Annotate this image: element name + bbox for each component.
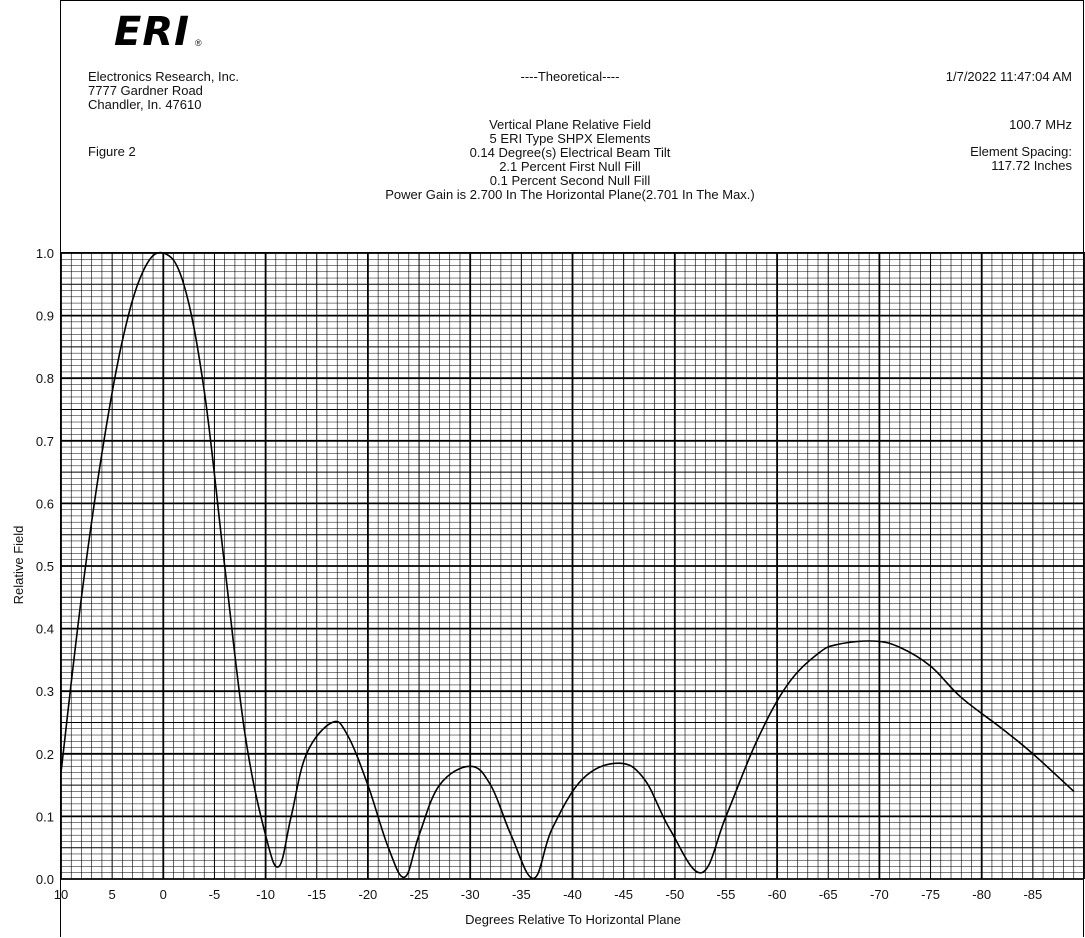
x-tick-label: -30	[461, 887, 480, 902]
company-address: 7777 Gardner Road	[88, 83, 203, 98]
x-tick-label: 5	[109, 887, 116, 902]
relative-field-curve	[60, 251, 1075, 880]
chart-title: Vertical Plane Relative Field	[489, 117, 651, 132]
y-tick-label: 0.2	[36, 747, 54, 762]
x-tick-label: -80	[972, 887, 991, 902]
x-tick-label: -85	[1023, 887, 1042, 902]
y-tick-label: 0.7	[36, 434, 54, 449]
x-tick-label: -50	[665, 887, 684, 902]
element-spacing-value: 117.72 Inches	[991, 158, 1072, 173]
x-tick-label: 10	[54, 887, 68, 902]
y-tick-label: 0.4	[36, 622, 54, 637]
y-axis-label: Relative Field	[11, 526, 26, 605]
x-tick-label: -5	[209, 887, 221, 902]
power-gain-line: Power Gain is 2.700 In The Horizontal Pl…	[385, 187, 755, 202]
registered-mark-icon: ®	[195, 38, 202, 48]
x-axis-ticks: 10 5 0 -5 -10 -15 -20 -25 -30 -35 -40 -45 -50 -55 -60 -…	[54, 887, 1042, 902]
y-tick-label: 0.1	[36, 809, 54, 824]
x-tick-label: -40	[563, 887, 582, 902]
y-axis-ticks: 0.0 0.1 0.2 0.3 0.4 0.5 0.6 0.7 0.8 0.9 1.0	[36, 246, 54, 887]
company-city: Chandler, In. 47610	[88, 97, 202, 112]
x-tick-label: -70	[870, 887, 889, 902]
y-tick-label: 0.9	[36, 309, 54, 324]
y-tick-label: 0.8	[36, 371, 54, 386]
eri-logo: ERI	[114, 9, 191, 55]
theoretical-title: ----Theoretical----	[520, 69, 620, 84]
y-tick-label: 1.0	[36, 246, 54, 261]
y-tick-label: 0.5	[36, 559, 54, 574]
x-tick-label: -45	[614, 887, 633, 902]
x-axis-label: Degrees Relative To Horizontal Plane	[465, 912, 681, 927]
element-spacing-label: Element Spacing:	[970, 144, 1072, 159]
x-tick-label: 0	[160, 887, 167, 902]
company-name: Electronics Research, Inc.	[88, 69, 240, 84]
x-tick-label: -35	[512, 887, 531, 902]
figure-label: Figure 2	[88, 144, 136, 159]
frequency: 100.7 MHz	[1009, 117, 1072, 132]
beam-tilt-line: 0.14 Degree(s) Electrical Beam Tilt	[469, 145, 671, 160]
major-grid	[60, 252, 1085, 880]
x-tick-label: -25	[410, 887, 429, 902]
x-tick-label: -15	[307, 887, 326, 902]
x-tick-label: -20	[359, 887, 378, 902]
x-tick-label: -55	[717, 887, 736, 902]
x-tick-label: -65	[819, 887, 838, 902]
x-tick-label: -10	[256, 887, 275, 902]
second-null-fill-line: 0.1 Percent Second Null Fill	[489, 173, 651, 188]
x-tick-label: -60	[768, 887, 787, 902]
y-tick-label: 0.3	[36, 684, 54, 699]
x-tick-label: -75	[921, 887, 940, 902]
first-null-fill-line: 2.1 Percent First Null Fill	[499, 159, 641, 174]
timestamp: 1/7/2022 11:47:04 AM	[945, 69, 1072, 84]
y-tick-label: 0.0	[36, 872, 54, 887]
y-tick-label: 0.6	[36, 496, 54, 511]
elements-line: 5 ERI Type SHPX Elements	[489, 131, 651, 146]
